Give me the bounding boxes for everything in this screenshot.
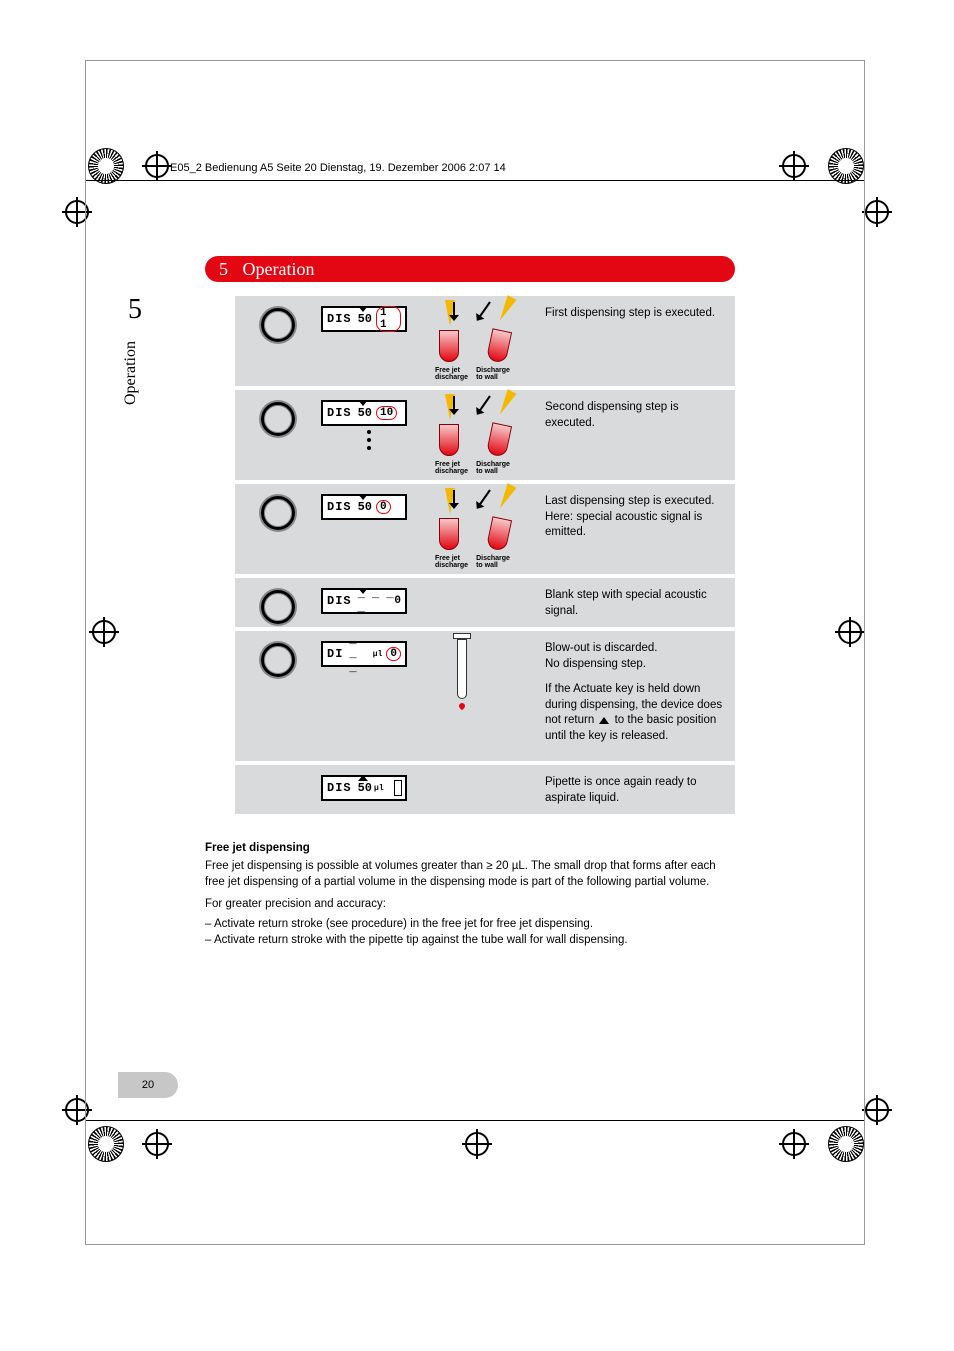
lcd-display: DIS501 1 <box>321 306 407 332</box>
step-description: Second dispensing step is executed. <box>541 390 735 480</box>
body-li2: Activate return stroke with the pipette … <box>205 932 735 948</box>
steps-table: DIS501 1 Free jetdischargeDischargeto wal… <box>235 296 735 818</box>
lcd-display: DIS_ _ _ _0 <box>321 588 407 614</box>
step-row: DIS_ _ _ _0 Blank step with special acous… <box>235 578 735 627</box>
step-description: Last dispensing step is executed.Here: s… <box>541 484 735 574</box>
illustration <box>431 765 541 814</box>
actuate-button-icon <box>261 402 295 436</box>
ellipsis-dots <box>367 430 371 450</box>
step-description: First dispensing step is executed. <box>541 296 735 386</box>
step-row: DIS5010 Free jetdischargeDischargeto wall… <box>235 390 735 480</box>
step-description: Blow-out is discarded.No dispensing step… <box>541 631 735 761</box>
section-title: Operation <box>243 259 315 279</box>
body-li1: Activate return stroke (see procedure) i… <box>205 916 735 932</box>
step-row: DIS501 1 Free jetdischargeDischargeto wal… <box>235 296 735 386</box>
body-p1: Free jet dispensing is possible at volum… <box>205 858 735 890</box>
regmark-cross-right-bot <box>865 1098 889 1122</box>
illustration <box>431 631 541 761</box>
illustration: Free jetdischargeDischargeto wall <box>431 484 541 574</box>
body-p2: For greater precision and accuracy: <box>205 896 735 912</box>
illustration: Free jetdischargeDischargeto wall <box>431 390 541 480</box>
actuate-button-icon <box>261 590 295 624</box>
header-line: E05_2 Bedienung A5 Seite 20 Dienstag, 19… <box>170 162 506 174</box>
lcd-display: DIS50µl <box>321 775 407 801</box>
actuate-button-icon <box>261 643 295 677</box>
actuate-button-icon <box>261 496 295 530</box>
body-heading: Free jet dispensing <box>205 840 735 856</box>
step-row: DIS50µl Pipette is once again ready to a… <box>235 765 735 814</box>
chapter-number: 5 <box>128 294 142 326</box>
side-label: Operation <box>122 341 140 405</box>
step-row: DI_ _ _µl0 Blow-out is discarded.No dispe… <box>235 631 735 761</box>
body-text: Free jet dispensing Free jet dispensing … <box>205 840 735 949</box>
step-description: Blank step with special acoustic signal. <box>541 578 735 627</box>
step-row: DIS500 Free jetdischargeDischargeto wallL… <box>235 484 735 574</box>
section-banner: 5 Operation <box>205 256 735 282</box>
actuate-button-icon <box>261 308 295 342</box>
page-number-badge: 20 <box>118 1072 178 1098</box>
step-description: Pipette is once again ready to aspirate … <box>541 765 735 814</box>
illustration <box>431 578 541 627</box>
section-number: 5 <box>219 259 228 279</box>
regmark-cross-right-top <box>865 200 889 224</box>
lcd-display: DI_ _ _µl0 <box>321 641 407 667</box>
lcd-display: DIS500 <box>321 494 407 520</box>
lcd-display: DIS5010 <box>321 400 407 426</box>
illustration: Free jetdischargeDischargeto wall <box>431 296 541 386</box>
